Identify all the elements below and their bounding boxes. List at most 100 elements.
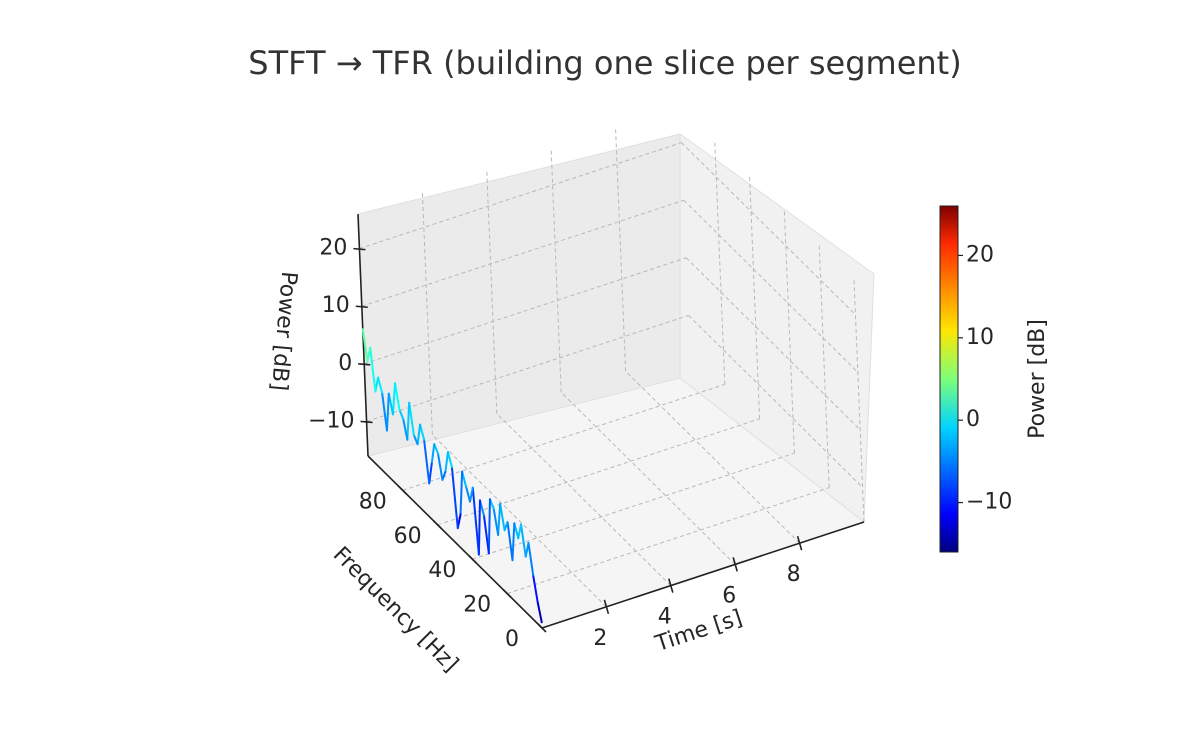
slice-segment bbox=[482, 514, 490, 555]
slice-segment bbox=[492, 507, 500, 536]
gridline-time bbox=[560, 392, 736, 565]
time-tick-mark bbox=[732, 557, 738, 572]
frequency-tick-mark bbox=[398, 485, 408, 495]
power-tick-label: 0 bbox=[338, 351, 352, 376]
frequency-tick-mark bbox=[467, 554, 477, 564]
gridline-frequency bbox=[507, 487, 830, 595]
gridline-time bbox=[550, 150, 562, 393]
slice-segment bbox=[471, 486, 480, 556]
slice-segment bbox=[499, 502, 506, 532]
slice-segment bbox=[430, 443, 436, 465]
gridline-power bbox=[359, 142, 682, 250]
slice-segment bbox=[436, 452, 444, 481]
slice-segment bbox=[416, 423, 422, 446]
gridline-time bbox=[625, 370, 800, 544]
slice-segment bbox=[511, 522, 516, 562]
gridline-frequency bbox=[472, 452, 795, 560]
time-tick-label: 4 bbox=[658, 605, 672, 630]
slice-segment bbox=[517, 523, 523, 540]
colorbar-tick-label: −10 bbox=[966, 490, 1012, 515]
power-tick-label: −10 bbox=[308, 408, 354, 433]
frequency-tick-label: 80 bbox=[359, 489, 387, 514]
colorbar-label: Power [dB] bbox=[1025, 319, 1050, 439]
gridline-frequency bbox=[437, 418, 760, 526]
colorbar-tick-label: 10 bbox=[966, 325, 994, 350]
time-tick-mark bbox=[796, 535, 803, 551]
time-tick-mark bbox=[668, 578, 674, 593]
slice-segment bbox=[398, 408, 405, 420]
slice-segment bbox=[497, 502, 502, 536]
gridline-power bbox=[683, 199, 859, 373]
slice-segment bbox=[385, 392, 390, 432]
slice-segment bbox=[406, 401, 411, 441]
slice-segment bbox=[444, 451, 449, 473]
gridline-time bbox=[421, 192, 433, 435]
frequency-tick-label: 0 bbox=[505, 627, 519, 652]
chart-title: STFT → TFR (building one slice per segme… bbox=[248, 44, 962, 82]
colorbar-gradient bbox=[939, 205, 959, 553]
slice-segment bbox=[369, 346, 377, 393]
slice-segment bbox=[527, 541, 535, 577]
frequency-tick-label: 60 bbox=[394, 524, 422, 549]
power-tick-label: 20 bbox=[319, 236, 347, 261]
slice-segment bbox=[391, 382, 397, 416]
frequency-tick-mark bbox=[433, 520, 443, 530]
gridline-power bbox=[364, 257, 687, 365]
power-tick-mark bbox=[358, 363, 371, 366]
slice-segment bbox=[465, 485, 472, 503]
power-tick-mark bbox=[353, 247, 366, 251]
time-tick-mark bbox=[603, 599, 610, 615]
gridline-frequency bbox=[714, 142, 726, 385]
gridline-frequency bbox=[783, 211, 795, 454]
frequency-tick-label: 40 bbox=[428, 558, 456, 583]
power-tick-mark bbox=[355, 305, 368, 309]
slice-segment bbox=[506, 521, 514, 562]
gridline-time bbox=[432, 434, 607, 608]
gridline-power bbox=[681, 142, 856, 315]
gridline-power bbox=[366, 314, 689, 422]
frequency-axis-line bbox=[367, 455, 543, 629]
power-tick-mark bbox=[360, 420, 373, 424]
power-axis-label: Power [dB] bbox=[266, 270, 301, 391]
slice-segment bbox=[402, 417, 409, 441]
gridline-frequency bbox=[402, 383, 725, 491]
slice-segment bbox=[381, 391, 388, 432]
slice-segment bbox=[423, 438, 431, 485]
time-axis-line bbox=[541, 521, 865, 629]
power-slice bbox=[361, 328, 543, 624]
frequency-tick-mark bbox=[537, 623, 547, 633]
gridline-power bbox=[688, 315, 863, 488]
gridline-power bbox=[361, 199, 684, 307]
gridline-time bbox=[486, 171, 498, 414]
gridline-frequency bbox=[749, 176, 761, 419]
slice-segment bbox=[394, 382, 401, 411]
power-tick-label: 10 bbox=[322, 293, 350, 318]
frequency-tick-mark bbox=[502, 589, 512, 599]
slice-segment bbox=[520, 523, 527, 558]
slice-segment bbox=[408, 401, 415, 437]
gridline-frequency bbox=[818, 245, 830, 488]
slice-segment bbox=[377, 376, 384, 394]
slice-segment bbox=[412, 434, 419, 446]
gridline-time bbox=[496, 413, 672, 586]
slice-segment bbox=[450, 466, 459, 530]
slice-segment bbox=[477, 499, 481, 556]
colorbar: −10 0 10 20 Power [dB] bbox=[939, 205, 1050, 553]
frequency-tick-label: 20 bbox=[463, 593, 491, 618]
slice-segment bbox=[532, 574, 539, 603]
slice-segment bbox=[536, 600, 543, 624]
slice-segment bbox=[487, 498, 491, 555]
time-tick-label: 8 bbox=[787, 562, 801, 587]
time-tick-label: 6 bbox=[722, 583, 736, 608]
colorbar-tick-label: 20 bbox=[966, 242, 994, 267]
gridline-frequency bbox=[853, 280, 865, 523]
slice-segment bbox=[469, 486, 474, 503]
time-tick-label: 2 bbox=[593, 626, 607, 651]
gridline-power bbox=[685, 257, 861, 431]
colorbar-tick-label: 0 bbox=[966, 407, 980, 432]
slice-segment bbox=[459, 470, 464, 516]
slice-segment bbox=[361, 328, 369, 363]
